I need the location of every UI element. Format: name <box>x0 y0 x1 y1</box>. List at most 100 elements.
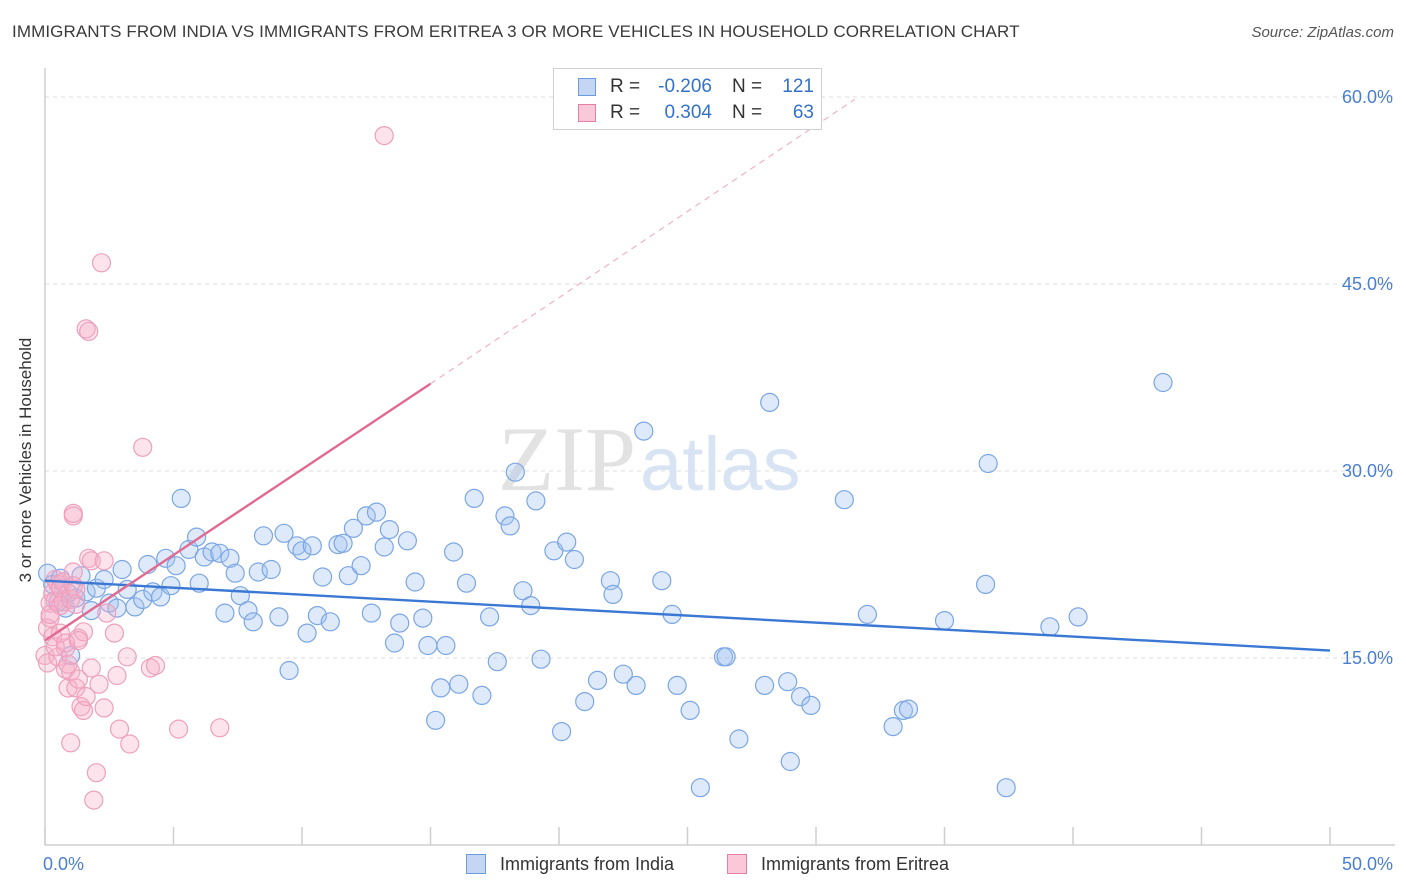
eritrea-point <box>40 604 60 625</box>
n-label: N = <box>732 102 763 123</box>
eritrea-point <box>61 733 81 753</box>
eritrea-point <box>169 719 189 739</box>
india-point <box>405 572 425 592</box>
india-point <box>1153 372 1173 393</box>
chart-title: IMMIGRANTS FROM INDIA VS IMMIGRANTS FROM… <box>12 22 1020 41</box>
india-point <box>480 607 500 627</box>
legend-swatch-india <box>466 854 486 874</box>
axes <box>44 68 1395 846</box>
india-point <box>253 526 274 546</box>
india-point <box>338 566 358 586</box>
n-value: 63 <box>792 102 814 123</box>
india-point <box>690 778 711 798</box>
india-point <box>112 559 132 580</box>
eritrea-point <box>55 659 76 679</box>
india-point <box>361 603 381 623</box>
india-point <box>834 490 854 510</box>
india-point <box>975 574 996 595</box>
india-point <box>390 613 410 633</box>
legend-item-india[interactable]: Immigrants from India <box>466 852 674 876</box>
india-point <box>729 729 749 749</box>
india-point <box>449 674 469 694</box>
india-point <box>379 519 399 540</box>
eritrea-point <box>89 674 109 694</box>
eritrea-point <box>76 686 96 707</box>
eritrea-point <box>107 665 127 686</box>
eritrea-point <box>81 658 101 678</box>
india-point <box>500 516 520 536</box>
legend-item-eritrea[interactable]: Immigrants from Eritrea <box>727 852 949 876</box>
india-point <box>754 675 775 696</box>
watermark: ZIP atlas <box>498 408 801 510</box>
india-point <box>161 576 181 596</box>
eritrea-point <box>68 630 89 651</box>
india-point <box>456 573 477 593</box>
stats-row-eritrea: R = 0.304 N = 63 <box>578 100 814 126</box>
stats-swatch-india <box>578 78 596 96</box>
watermark-zip: ZIP <box>498 408 636 510</box>
india-point <box>603 584 623 605</box>
india-point <box>680 700 700 721</box>
legend-label-india: Immigrants from India <box>500 853 675 874</box>
india-point <box>166 556 186 576</box>
legend-swatch-eritrea <box>727 854 747 874</box>
india-point <box>557 532 577 552</box>
india-point <box>667 675 687 696</box>
india-point <box>279 660 299 681</box>
india-point <box>472 685 492 706</box>
india-point <box>996 778 1016 798</box>
eritrea-point <box>133 437 153 457</box>
india-point <box>634 421 654 441</box>
y-tick-label: 15.0% <box>1342 648 1393 668</box>
india-point <box>426 710 446 730</box>
india-point <box>238 600 258 621</box>
eritrea-point <box>94 698 114 718</box>
eritrea-point <box>58 654 78 674</box>
india-point <box>587 670 608 691</box>
stats-row-india: R = -0.206 N = 121 <box>578 74 814 100</box>
india-point <box>292 541 312 561</box>
eritrea-trend-line <box>44 382 432 642</box>
india-point <box>397 531 417 551</box>
eritrea-point <box>86 763 107 783</box>
x-tick-label: 50.0% <box>1342 854 1393 874</box>
eritrea-trend-extension <box>430 98 855 385</box>
india-trend-line <box>44 579 1331 652</box>
india-point <box>94 569 114 590</box>
r-label: R = <box>610 76 641 97</box>
india-point <box>857 604 878 625</box>
y-tick-label: 30.0% <box>1342 461 1393 481</box>
eritrea-point <box>145 655 166 676</box>
r-value: -0.206 <box>658 76 712 97</box>
india-point <box>978 453 998 474</box>
india-point <box>125 597 145 617</box>
source-label: Source: ZipAtlas.com <box>1251 24 1394 41</box>
india-point <box>613 664 633 684</box>
eritrea-point <box>94 551 114 571</box>
india-point <box>297 623 317 643</box>
india-point <box>898 699 919 719</box>
india-point <box>171 488 191 508</box>
india-point <box>444 542 464 562</box>
india-point <box>320 612 340 632</box>
eritrea-point <box>66 594 86 615</box>
india-point <box>302 536 322 556</box>
india-point <box>531 649 551 669</box>
gridlines <box>45 96 1395 659</box>
india-point <box>564 549 585 570</box>
legend-label-eritrea: Immigrants from Eritrea <box>761 853 950 874</box>
india-point <box>551 721 572 742</box>
india-point <box>274 523 294 543</box>
india-point <box>202 542 222 562</box>
india-point <box>333 533 353 553</box>
india-point <box>269 607 289 627</box>
eritrea-point <box>91 253 112 273</box>
n-label: N = <box>732 76 763 97</box>
india-point <box>780 751 800 772</box>
y-tick-label: 45.0% <box>1342 274 1393 294</box>
n-value: 121 <box>782 76 814 97</box>
india-point <box>436 635 456 656</box>
india-point <box>210 543 230 563</box>
india-point <box>215 603 235 623</box>
india-point <box>883 716 903 737</box>
